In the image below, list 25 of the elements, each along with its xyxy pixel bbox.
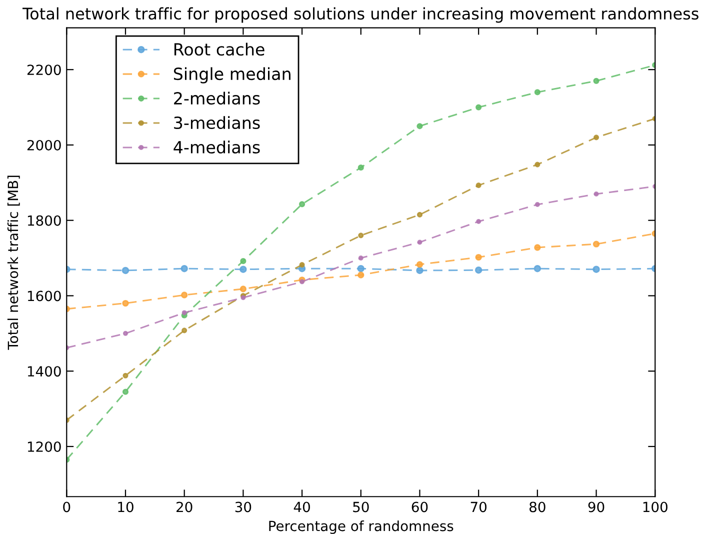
x-tick-label: 50 (353, 502, 369, 512)
x-tick-label: 30 (235, 502, 252, 512)
legend-label: Single median (174, 67, 290, 84)
x-tick-label: 90 (588, 502, 604, 512)
x-axis-title: Percentage of randomness (269, 520, 454, 534)
legend-label: Root cache (174, 42, 264, 56)
legend-label: 3-medians (174, 116, 260, 130)
chart-title: Total network traffic for proposed solutions under increasing movement randomness (22, 7, 698, 23)
y-tick-label: 2000 (27, 140, 61, 150)
x-tick-label: 10 (118, 502, 134, 512)
y-tick-label: 1200 (28, 441, 61, 452)
x-tick-label: 20 (176, 502, 192, 512)
y-tick-label: 1400 (28, 366, 61, 377)
x-tick-label: 80 (530, 502, 546, 512)
y-tick-label: 1800 (28, 215, 61, 226)
x-tick-label: 0 (63, 502, 70, 512)
y-axis-title: Total network traffic [MB] (7, 176, 20, 350)
x-tick-label: 70 (470, 502, 486, 512)
y-tick-label: 2200 (27, 64, 61, 76)
legend-label: 4-medians (174, 140, 260, 154)
x-tick-label: 60 (412, 502, 428, 512)
y-tick-label: 1600 (28, 290, 61, 302)
x-tick-label: 100 (643, 502, 668, 512)
x-tick-label: 40 (294, 502, 310, 512)
legend-label: 2-medians (174, 92, 260, 105)
